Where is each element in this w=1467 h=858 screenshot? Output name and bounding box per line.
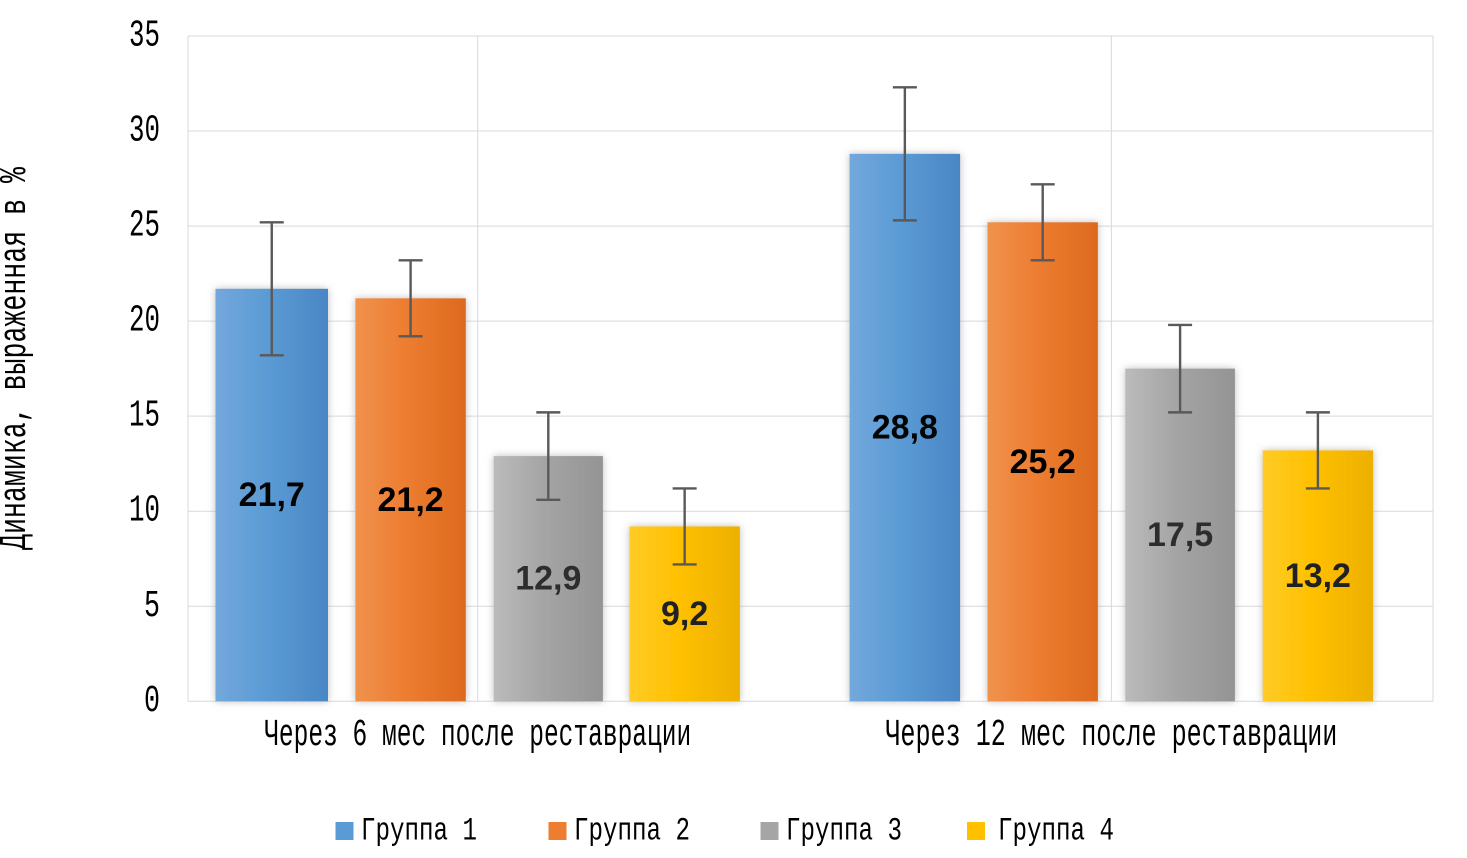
svg-text:20: 20 xyxy=(129,300,160,343)
svg-text:5: 5 xyxy=(144,585,160,628)
svg-text:0: 0 xyxy=(144,680,160,723)
svg-text:12,9: 12,9 xyxy=(515,560,581,598)
svg-text:Динамика, выраженная в %: Динамика, выраженная в % xyxy=(0,167,37,550)
svg-text:Группа 3: Группа 3 xyxy=(786,813,902,850)
svg-text:21,2: 21,2 xyxy=(378,481,444,519)
svg-text:9,2: 9,2 xyxy=(661,595,708,633)
svg-text:Группа 2: Группа 2 xyxy=(574,813,690,850)
svg-text:Через 6 мес после реставрации: Через 6 мес после реставрации xyxy=(264,714,691,757)
svg-text:Через 12 мес после реставрации: Через 12 мес после реставрации xyxy=(885,714,1337,757)
svg-text:13,2: 13,2 xyxy=(1285,557,1351,595)
svg-text:28,8: 28,8 xyxy=(872,409,938,447)
svg-text:Группа 1: Группа 1 xyxy=(361,813,477,850)
svg-text:15: 15 xyxy=(129,395,160,438)
svg-text:25: 25 xyxy=(129,205,160,248)
svg-text:17,5: 17,5 xyxy=(1147,516,1213,554)
svg-text:Группа 4: Группа 4 xyxy=(998,813,1114,850)
svg-text:30: 30 xyxy=(129,110,160,153)
svg-text:25,2: 25,2 xyxy=(1010,443,1076,481)
svg-text:10: 10 xyxy=(129,490,160,533)
svg-text:35: 35 xyxy=(129,15,160,58)
svg-text:21,7: 21,7 xyxy=(239,476,305,514)
